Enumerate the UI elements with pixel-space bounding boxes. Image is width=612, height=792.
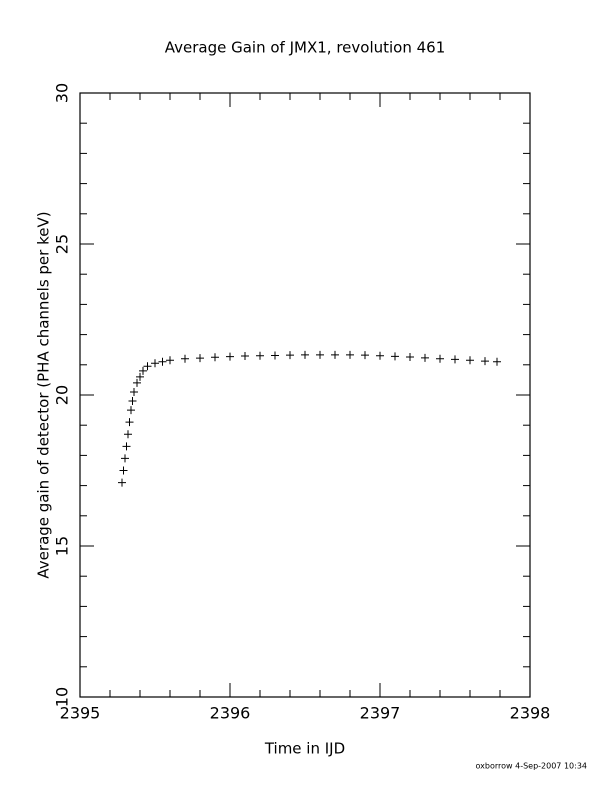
data-point <box>127 406 135 415</box>
data-point <box>130 387 138 396</box>
data-point <box>493 357 501 366</box>
x-tick-label: 2398 <box>510 704 551 723</box>
data-point <box>391 352 399 361</box>
data-point <box>166 356 174 365</box>
chart-title: Average Gain of JMX1, revolution 461 <box>165 39 446 57</box>
data-point <box>481 357 489 366</box>
y-axis-label: Average gain of detector (PHA channels p… <box>35 211 53 578</box>
data-point <box>128 397 137 406</box>
data-point <box>466 356 474 365</box>
data-point <box>158 357 167 366</box>
data-point <box>241 352 249 361</box>
data-point <box>119 466 128 475</box>
plot-frame <box>79 92 531 698</box>
data-point <box>331 350 339 359</box>
data-point <box>133 378 141 387</box>
data-point <box>361 351 369 360</box>
y-tick-label: 10 <box>53 687 72 707</box>
data-point <box>436 354 444 363</box>
data-point <box>226 352 234 361</box>
data-point <box>121 454 129 463</box>
data-point <box>346 350 354 359</box>
x-axis-label: Time in IJD <box>264 740 345 758</box>
data-point <box>256 351 264 360</box>
data-point <box>301 350 309 359</box>
data-point <box>139 366 147 375</box>
data-point <box>421 353 429 362</box>
data-point <box>125 418 134 427</box>
data-point <box>316 350 324 359</box>
y-tick-label: 30 <box>53 83 72 103</box>
data-point <box>451 355 459 364</box>
x-tick-label: 2396 <box>210 704 251 723</box>
data-point <box>181 354 189 363</box>
footer: oxborrow 4-Sep-2007 10:34 <box>476 762 588 771</box>
data-point <box>286 351 294 360</box>
data-point <box>136 372 144 381</box>
data-point <box>124 430 132 439</box>
data-point <box>376 351 384 360</box>
x-tick-label: 2397 <box>360 704 401 723</box>
data-point <box>122 442 131 451</box>
y-tick-label: 25 <box>53 234 72 254</box>
y-tick-label: 15 <box>53 536 72 556</box>
y-tick-label: 20 <box>53 385 72 405</box>
data-point <box>118 478 126 487</box>
data-point <box>271 351 279 360</box>
data-point <box>406 352 414 361</box>
data-point <box>211 353 219 362</box>
data-point <box>143 362 152 371</box>
x-tick-label: 2395 <box>60 704 101 723</box>
data-point <box>196 354 204 363</box>
data-point <box>151 359 159 368</box>
